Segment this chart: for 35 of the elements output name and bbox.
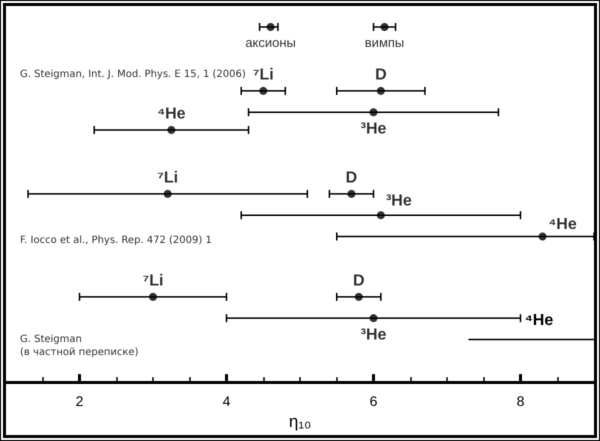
point xyxy=(149,292,157,301)
text: ³He xyxy=(360,120,386,138)
text: ³He xyxy=(360,326,386,344)
x-axis-title: η₁₀ xyxy=(288,412,312,431)
x-tick-label: 8 xyxy=(516,393,525,410)
annotation: G. Steigman, Int. J. Mod. Phys. E 15, 1 (2006) xyxy=(20,69,246,80)
text: D xyxy=(346,169,358,186)
point xyxy=(347,190,356,198)
series-label: D xyxy=(375,66,387,84)
series-label: ⁴He xyxy=(524,312,554,329)
text: ⁷Li xyxy=(142,272,164,290)
annotation: F. Iocco et al., Phys. Rep. 472 (2009) 1 xyxy=(20,235,212,246)
text: D xyxy=(353,272,365,290)
point xyxy=(164,190,172,198)
point xyxy=(266,23,275,31)
series-label: ³He xyxy=(386,192,412,210)
x-tick-label: 4 xyxy=(222,393,231,410)
text: ⁴He xyxy=(157,105,186,122)
x-tick-label: 6 xyxy=(370,393,378,410)
series-label: ⁴He xyxy=(548,216,577,234)
series-label: аксионы xyxy=(245,35,296,50)
annotation: G. Steigman (в частной переписке) xyxy=(20,334,139,358)
series-label: ⁷Li xyxy=(252,66,274,84)
point xyxy=(370,108,378,116)
point xyxy=(354,292,363,301)
point xyxy=(380,23,389,31)
point xyxy=(376,211,385,220)
series-label: вимпы xyxy=(364,35,404,50)
point xyxy=(259,86,268,95)
point xyxy=(370,314,378,322)
point xyxy=(376,86,385,95)
x-tick-label: 2 xyxy=(76,393,84,410)
point xyxy=(167,126,176,134)
point xyxy=(538,232,547,241)
text: ⁷Li xyxy=(157,169,178,186)
